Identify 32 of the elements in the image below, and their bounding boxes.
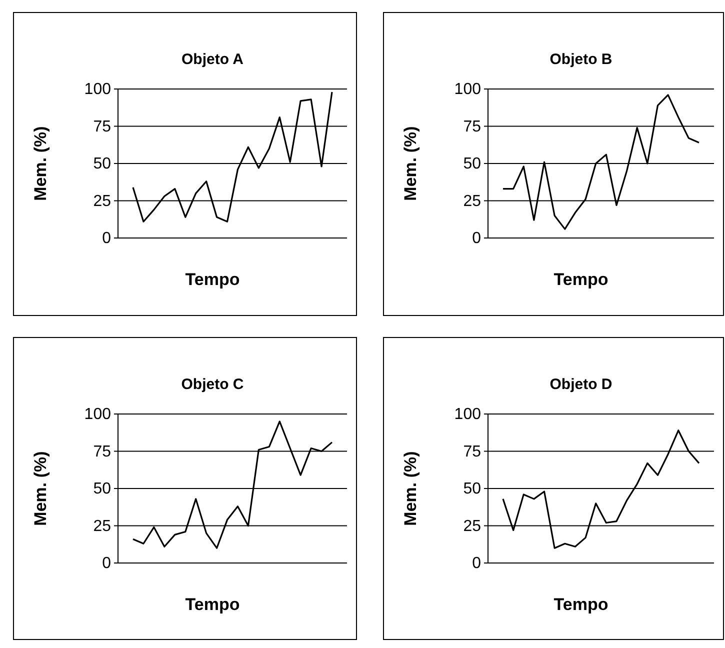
y-tick-label: 0 bbox=[102, 555, 112, 572]
y-tick-label: 75 bbox=[93, 118, 112, 136]
y-tick-label: 50 bbox=[463, 156, 482, 173]
y-axis-title: Mem. (%) bbox=[401, 126, 420, 201]
y-tick-label: 25 bbox=[93, 192, 112, 210]
y-tick-label: 75 bbox=[463, 443, 482, 460]
y-tick-label: 50 bbox=[463, 480, 482, 498]
y-tick-label: 25 bbox=[463, 518, 482, 535]
y-tick-label: 75 bbox=[463, 118, 482, 136]
y-axis-title: Mem. (%) bbox=[401, 451, 420, 526]
x-axis-title: Tempo bbox=[554, 270, 608, 289]
y-tick-label: 0 bbox=[102, 230, 112, 248]
y-tick-label: 50 bbox=[93, 480, 112, 498]
y-tick-label: 100 bbox=[454, 81, 482, 98]
y-tick-label: 25 bbox=[463, 192, 482, 210]
chart-title: Objeto C bbox=[181, 376, 244, 393]
y-tick-label: 100 bbox=[84, 81, 112, 98]
y-axis-title: Mem. (%) bbox=[31, 451, 50, 526]
y-tick-label: 75 bbox=[93, 443, 112, 460]
chart-title: Objeto D bbox=[550, 376, 612, 393]
x-axis-title: Tempo bbox=[185, 595, 240, 614]
y-tick-label: 0 bbox=[472, 230, 482, 248]
y-tick-label: 100 bbox=[454, 406, 482, 424]
y-tick-label: 0 bbox=[472, 555, 482, 572]
y-tick-label: 25 bbox=[93, 518, 112, 535]
chart-title: Objeto B bbox=[550, 51, 612, 68]
y-axis-title: Mem. (%) bbox=[31, 126, 50, 201]
y-tick-label: 50 bbox=[93, 156, 112, 173]
x-axis-title: Tempo bbox=[185, 270, 240, 289]
x-axis-title: Tempo bbox=[554, 595, 608, 614]
chart-title: Objeto A bbox=[182, 51, 244, 68]
y-tick-label: 100 bbox=[84, 406, 112, 424]
